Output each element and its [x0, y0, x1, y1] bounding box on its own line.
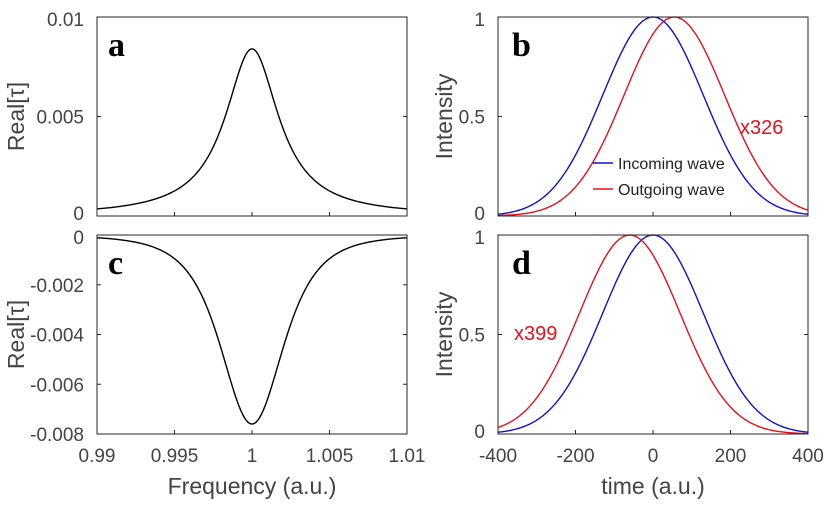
ytick-label-a: 0.005 [36, 108, 84, 129]
xtick-label-c: 1.01 [389, 446, 426, 467]
ytick-label-c: -0.008 [30, 425, 84, 446]
panel-label-a: a [108, 27, 125, 64]
ytick-label-b: 0 [474, 204, 485, 225]
xtick-label-d: 0 [648, 446, 659, 467]
panel-label-c: c [108, 245, 123, 282]
ylabel-d: Intensity [431, 291, 457, 377]
ylabel-c: Real[τ] [3, 300, 29, 369]
ytick-label-b: 0.5 [459, 108, 485, 129]
xtick-label-d: 400 [792, 446, 824, 467]
series-b-outgoing-wave [497, 16, 809, 217]
ylabel-b: Intensity [431, 73, 457, 159]
xtick-label-c: 1 [247, 446, 258, 467]
ytick-label-d: 1 [474, 228, 485, 249]
series-a-real- [96, 48, 408, 210]
ytick-label-d: 0.5 [459, 326, 485, 347]
legend-entry-0: Incoming wave [618, 156, 725, 173]
plot-frame-c [96, 234, 408, 435]
xtick-label-c: 0.99 [79, 446, 116, 467]
series-d-outgoing-wave [497, 234, 809, 435]
legend-entry-1: Outgoing wave [618, 182, 725, 199]
ytick-label-c: -0.002 [30, 276, 84, 297]
ytick-label-c: -0.006 [30, 375, 84, 396]
panel-label-b: b [512, 27, 531, 64]
xtick-label-d: -400 [479, 446, 517, 467]
panel-label-d: d [512, 245, 531, 282]
xtick-label-c: 1.005 [306, 446, 354, 467]
xtick-label-d: -200 [556, 446, 594, 467]
xtick-label-c: 0.995 [151, 446, 199, 467]
ytick-label-a: 0.01 [47, 10, 84, 31]
ytick-label-c: -0.004 [30, 326, 84, 347]
ytick-label-b: 1 [474, 10, 485, 31]
xlabel-d: time (a.u.) [601, 473, 705, 499]
annotation-b: x326 [740, 117, 783, 139]
xtick-label-d: 200 [715, 446, 747, 467]
series-c-real- [96, 237, 408, 425]
ytick-label-a: 0 [73, 204, 84, 225]
plot-frame-a [96, 16, 408, 217]
ytick-label-d: 0 [474, 422, 485, 443]
xlabel-c: Frequency (a.u.) [168, 473, 337, 499]
annotation-d: x399 [514, 323, 557, 345]
ylabel-a: Real[τ] [3, 82, 29, 151]
ytick-label-c: 0 [73, 228, 84, 249]
